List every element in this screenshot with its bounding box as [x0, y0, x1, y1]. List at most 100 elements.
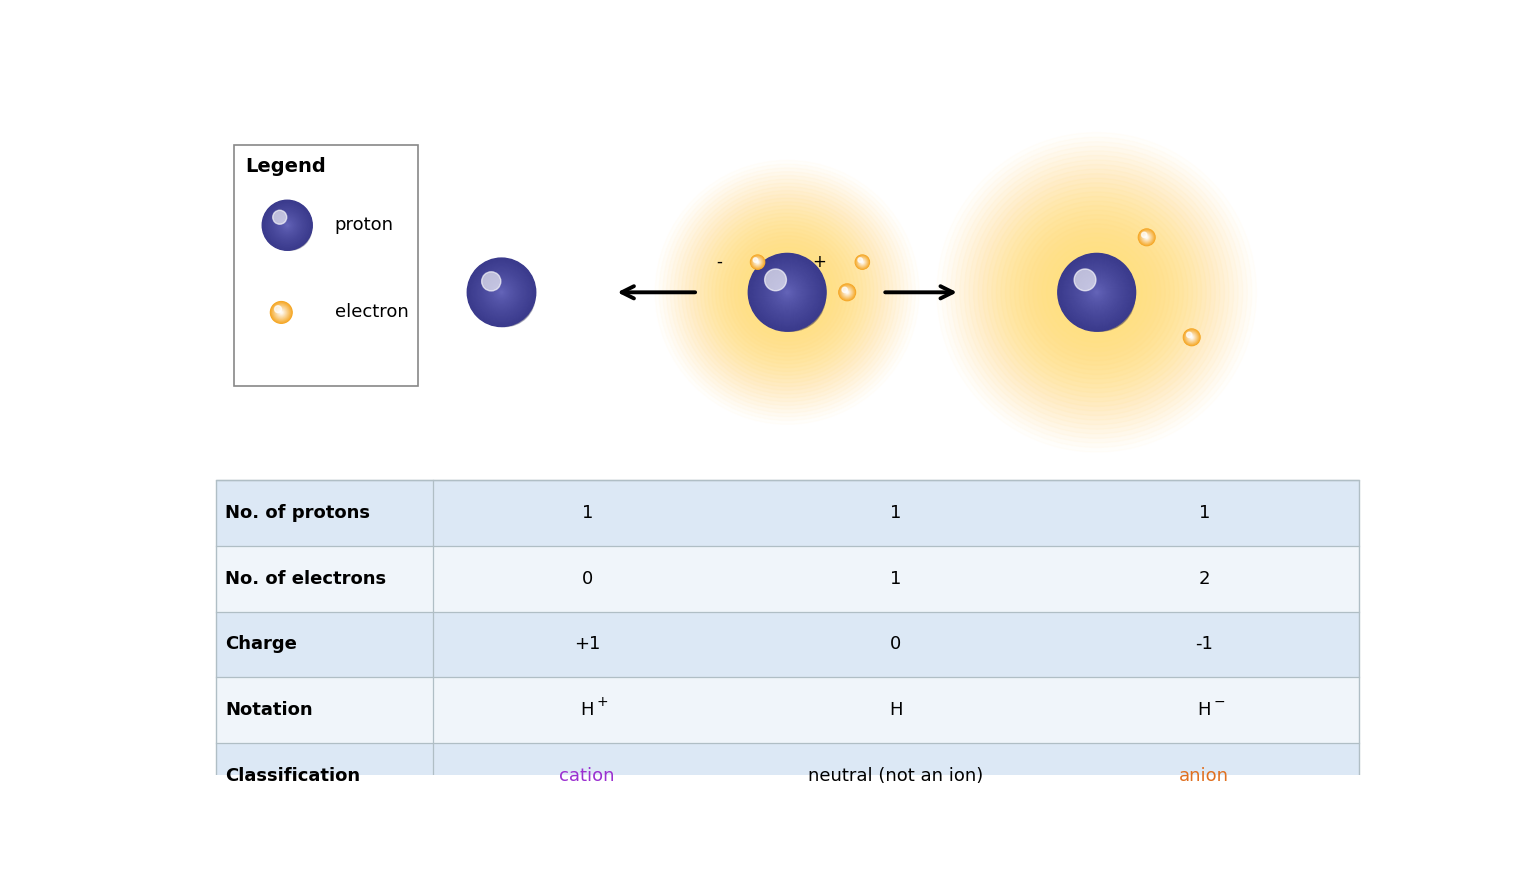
Text: H: H [1198, 701, 1210, 719]
Circle shape [705, 209, 869, 375]
Circle shape [751, 256, 763, 268]
Circle shape [275, 213, 300, 237]
Circle shape [753, 257, 822, 327]
Circle shape [842, 287, 848, 293]
Circle shape [1077, 273, 1117, 312]
Circle shape [280, 311, 283, 314]
Circle shape [1091, 287, 1103, 298]
Circle shape [272, 210, 303, 241]
Circle shape [286, 223, 289, 227]
Circle shape [488, 280, 515, 305]
Circle shape [751, 255, 765, 269]
Circle shape [860, 260, 863, 264]
Circle shape [267, 205, 307, 246]
Circle shape [760, 265, 814, 320]
Circle shape [1063, 259, 1130, 327]
Circle shape [482, 273, 521, 311]
Circle shape [1187, 334, 1195, 341]
Circle shape [1061, 256, 1132, 328]
Circle shape [753, 259, 822, 327]
Circle shape [1186, 332, 1192, 337]
Circle shape [1186, 331, 1198, 344]
Circle shape [677, 183, 897, 402]
Circle shape [766, 272, 808, 313]
Text: 2: 2 [1198, 570, 1210, 588]
Circle shape [482, 273, 521, 312]
Circle shape [857, 257, 868, 267]
Circle shape [485, 277, 518, 307]
Circle shape [266, 203, 309, 247]
Circle shape [765, 270, 809, 314]
Circle shape [280, 310, 284, 314]
Circle shape [283, 220, 292, 230]
Circle shape [1143, 233, 1150, 241]
Circle shape [1189, 335, 1193, 340]
Circle shape [1095, 291, 1098, 294]
Circle shape [1051, 246, 1143, 338]
Circle shape [1066, 263, 1135, 331]
Circle shape [843, 288, 851, 296]
Circle shape [470, 261, 533, 323]
Text: +1: +1 [574, 636, 601, 653]
Circle shape [468, 260, 535, 325]
Circle shape [1092, 287, 1101, 297]
Circle shape [1143, 234, 1150, 240]
Circle shape [763, 269, 811, 315]
Circle shape [281, 219, 293, 231]
Circle shape [839, 284, 856, 300]
Circle shape [479, 270, 524, 314]
Circle shape [760, 266, 814, 319]
Circle shape [476, 267, 527, 318]
Circle shape [501, 292, 502, 294]
Circle shape [270, 208, 304, 242]
FancyBboxPatch shape [215, 678, 1359, 743]
Circle shape [1078, 273, 1115, 311]
Circle shape [862, 261, 863, 263]
Circle shape [280, 217, 295, 233]
Circle shape [674, 179, 900, 405]
Circle shape [1069, 265, 1124, 320]
Circle shape [783, 288, 791, 296]
Text: cation: cation [559, 766, 614, 785]
Circle shape [859, 258, 866, 267]
Text: 0: 0 [582, 570, 593, 588]
Circle shape [1080, 275, 1114, 310]
Circle shape [753, 258, 762, 267]
Text: Classification: Classification [226, 766, 361, 785]
Text: No. of protons: No. of protons [226, 504, 370, 522]
Circle shape [273, 210, 287, 224]
Circle shape [1083, 279, 1111, 306]
Circle shape [475, 267, 535, 327]
Circle shape [839, 285, 856, 300]
Circle shape [845, 290, 849, 294]
Circle shape [780, 286, 794, 299]
Circle shape [859, 258, 863, 262]
Circle shape [273, 305, 289, 321]
Circle shape [765, 269, 786, 291]
Circle shape [840, 285, 854, 300]
Circle shape [1189, 334, 1195, 340]
Circle shape [753, 256, 763, 267]
Circle shape [478, 269, 525, 315]
Circle shape [273, 213, 301, 239]
Circle shape [1032, 228, 1161, 356]
Circle shape [1081, 277, 1112, 307]
Circle shape [1189, 334, 1195, 341]
Circle shape [273, 212, 301, 239]
Circle shape [1037, 233, 1157, 352]
FancyBboxPatch shape [215, 546, 1359, 611]
Circle shape [281, 219, 293, 232]
Circle shape [1146, 236, 1147, 239]
Circle shape [739, 243, 836, 341]
Circle shape [779, 285, 796, 300]
Circle shape [1071, 266, 1123, 319]
Circle shape [284, 222, 290, 228]
Circle shape [1066, 261, 1127, 323]
Circle shape [475, 266, 528, 319]
Circle shape [485, 276, 518, 308]
Circle shape [1091, 286, 1103, 299]
Circle shape [264, 203, 310, 247]
Circle shape [771, 277, 803, 307]
Circle shape [723, 228, 851, 356]
Circle shape [264, 202, 310, 248]
